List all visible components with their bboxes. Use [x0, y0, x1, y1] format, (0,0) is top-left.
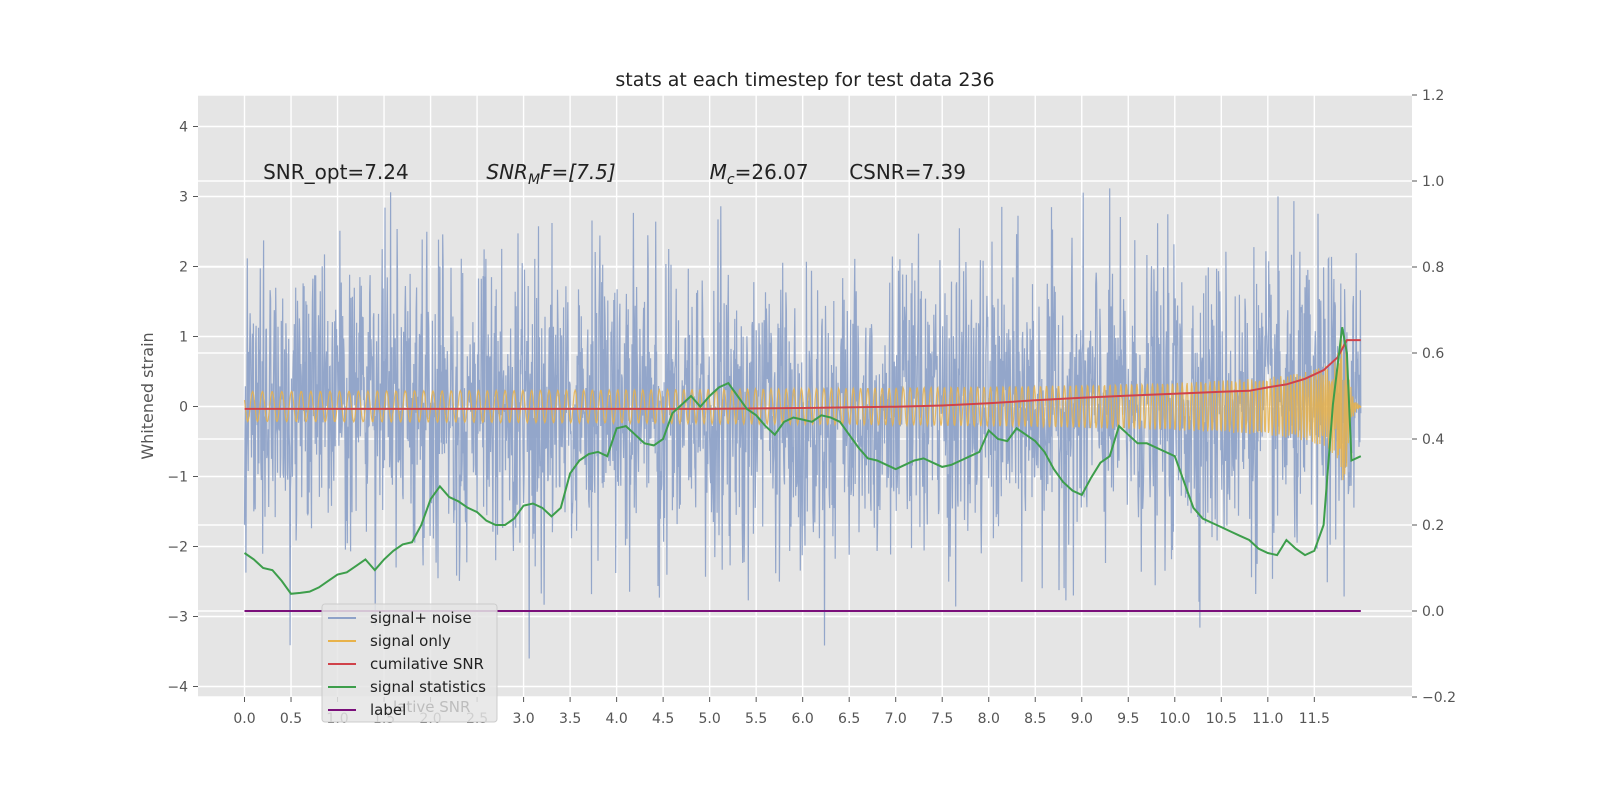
annotation-main: M — [710, 160, 727, 184]
y2-tick-label: 0.2 — [1422, 518, 1444, 534]
x-tick-label: 7.0 — [885, 711, 907, 727]
x-tick-label: 3.0 — [512, 711, 534, 727]
x-tick-label: 11.0 — [1252, 711, 1283, 727]
annotation-text: SNRMF=[7.5] — [486, 160, 615, 188]
y2-tick-label: 0.4 — [1422, 432, 1444, 448]
chart-title: stats at each timestep for test data 236 — [615, 69, 994, 91]
y2-tick-label: 1.0 — [1422, 174, 1444, 190]
y-tick-label: 3 — [179, 190, 188, 206]
annotation-rest: =26.07 — [735, 160, 809, 184]
annotation-main: SNR — [486, 160, 528, 184]
x-tick-label: 4.0 — [605, 711, 627, 727]
annotation-main: CSNR=7.39 — [849, 160, 966, 184]
series-signal-only — [243, 339, 1362, 481]
annotation-text: SNR_opt=7.24 — [263, 160, 409, 184]
y-tick-label: −3 — [167, 610, 188, 626]
y-tick-label: 0 — [179, 400, 188, 416]
annotation-text: Mc=26.07 — [710, 160, 809, 188]
axes: 0.00.51.01.52.02.53.03.54.04.55.05.56.06… — [167, 88, 1456, 727]
annotation-text: CSNR=7.39 — [849, 160, 966, 184]
x-tick-label: 3.5 — [559, 711, 581, 727]
y-tick-label: 2 — [179, 260, 188, 276]
y-axis-label: Whitened strain — [138, 332, 157, 459]
y2-tick-label: −0.2 — [1422, 690, 1456, 706]
y-tick-label: 1 — [179, 330, 188, 346]
x-tick-label: 0.0 — [233, 711, 255, 727]
y-tick-label: −2 — [167, 540, 188, 556]
legend-ghost-text: lative SNR — [393, 698, 470, 716]
y2-tick-label: 1.2 — [1422, 88, 1444, 104]
x-tick-label: 8.0 — [978, 711, 1000, 727]
y2-tick-label: 0.6 — [1422, 346, 1444, 362]
legend: lative SNR signal+ noise signal only cumila… — [321, 603, 498, 723]
legend-label: signal+ noise — [370, 609, 472, 627]
legend-label: signal statistics — [370, 678, 486, 696]
annotation-subscript: c — [727, 172, 735, 188]
y-tick-label: −4 — [167, 680, 188, 696]
x-tick-label: 5.0 — [699, 711, 721, 727]
x-tick-label: 9.0 — [1071, 711, 1093, 727]
x-tick-label: 0.5 — [280, 711, 302, 727]
x-tick-label: 4.5 — [652, 711, 674, 727]
annotation-rest: F=[7.5] — [540, 160, 616, 184]
legend-label: label — [370, 701, 406, 719]
y2-tick-label: 0.0 — [1422, 604, 1444, 620]
x-tick-label: 6.5 — [838, 711, 860, 727]
annotations: SNR_opt=7.24 SNRMF=[7.5] Mc=26.07 CSNR=7.39 — [263, 160, 966, 188]
legend-label: cumilative SNR — [370, 655, 484, 673]
y-tick-label: 4 — [179, 120, 188, 136]
x-tick-label: 6.0 — [792, 711, 814, 727]
x-tick-label: 8.5 — [1024, 711, 1046, 727]
legend-box — [321, 603, 498, 723]
x-tick-label: 10.5 — [1206, 711, 1237, 727]
x-tick-label: 7.5 — [931, 711, 953, 727]
annotation-main: SNR_opt=7.24 — [263, 160, 409, 184]
y-tick-label: −1 — [167, 470, 188, 486]
legend-label: signal only — [370, 632, 451, 650]
x-tick-label: 10.0 — [1159, 711, 1190, 727]
x-tick-label: 11.5 — [1299, 711, 1330, 727]
series-signal-statistics — [243, 327, 1362, 595]
series-cumulative-snr — [244, 339, 1361, 410]
x-tick-label: 5.5 — [745, 711, 767, 727]
x-tick-label: 9.5 — [1117, 711, 1139, 727]
annotation-subscript: M — [528, 172, 540, 188]
y2-tick-label: 0.8 — [1422, 260, 1444, 276]
